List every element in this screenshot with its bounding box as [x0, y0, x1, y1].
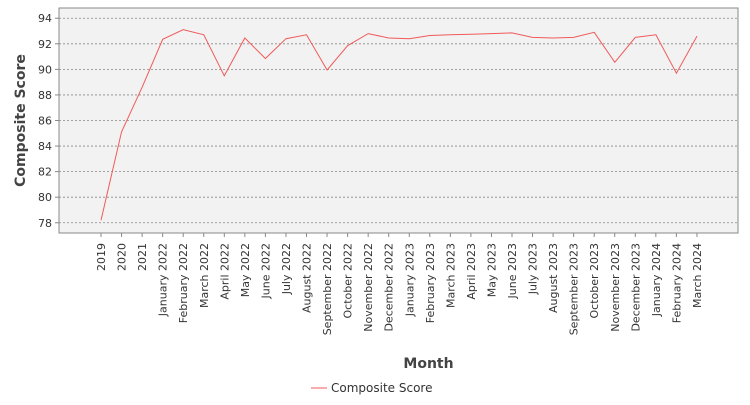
- y-tick-label: 80: [38, 191, 52, 204]
- x-tick-label: November 2022: [362, 243, 375, 332]
- x-axis-title: Month: [403, 356, 453, 372]
- x-tick-label: March 2023: [444, 243, 457, 308]
- x-tick-label: September 2022: [321, 243, 334, 335]
- y-tick-label: 94: [38, 12, 52, 25]
- x-tick-label: May 2023: [485, 243, 498, 297]
- x-tick-label: December 2023: [629, 243, 642, 332]
- x-tick-label: November 2023: [609, 243, 622, 332]
- x-tick-label: June 2023: [506, 243, 519, 299]
- y-tick-label: 92: [38, 38, 52, 51]
- x-tick-label: September 2023: [568, 243, 581, 335]
- x-tick-label: December 2022: [383, 243, 396, 332]
- x-tick-label: July 2023: [527, 243, 540, 295]
- x-tick-label: July 2022: [280, 243, 293, 295]
- x-axis-ticks: 2019 2020 2021 January 2022 February 2022 Mar…: [95, 233, 704, 335]
- x-tick-label: April 2022: [218, 243, 231, 300]
- x-tick-label: January 2024: [650, 243, 663, 317]
- x-tick-label: 2019: [95, 243, 108, 271]
- y-tick-label: 78: [38, 217, 52, 230]
- x-tick-label: October 2022: [342, 243, 355, 319]
- y-tick-label: 88: [38, 89, 52, 102]
- x-tick-label: 2020: [116, 243, 129, 271]
- y-axis-title: Composite Score: [13, 54, 29, 187]
- x-tick-label: February 2024: [670, 243, 683, 323]
- y-tick-label: 82: [38, 166, 52, 179]
- x-tick-label: October 2023: [588, 243, 601, 319]
- x-tick-label: May 2022: [239, 243, 252, 297]
- y-tick-label: 86: [38, 115, 52, 128]
- x-tick-label: January 2023: [403, 243, 416, 317]
- x-tick-label: June 2022: [259, 243, 272, 299]
- x-tick-label: March 2022: [198, 243, 211, 308]
- x-tick-label: March 2024: [691, 243, 704, 308]
- y-tick-label: 84: [38, 140, 52, 153]
- x-tick-label: August 2023: [547, 243, 560, 313]
- legend: Composite Score: [311, 381, 432, 395]
- x-tick-label: April 2023: [465, 243, 478, 300]
- y-axis-ticks: 78 80 82 84 86 88 90 92 94: [38, 12, 59, 230]
- x-tick-label: January 2022: [157, 243, 170, 317]
- legend-label: Composite Score: [331, 381, 432, 395]
- x-tick-label: 2021: [136, 243, 149, 271]
- x-tick-label: February 2022: [177, 243, 190, 323]
- y-tick-label: 90: [38, 63, 52, 76]
- x-tick-label: February 2023: [424, 243, 437, 323]
- x-tick-label: August 2022: [301, 243, 314, 313]
